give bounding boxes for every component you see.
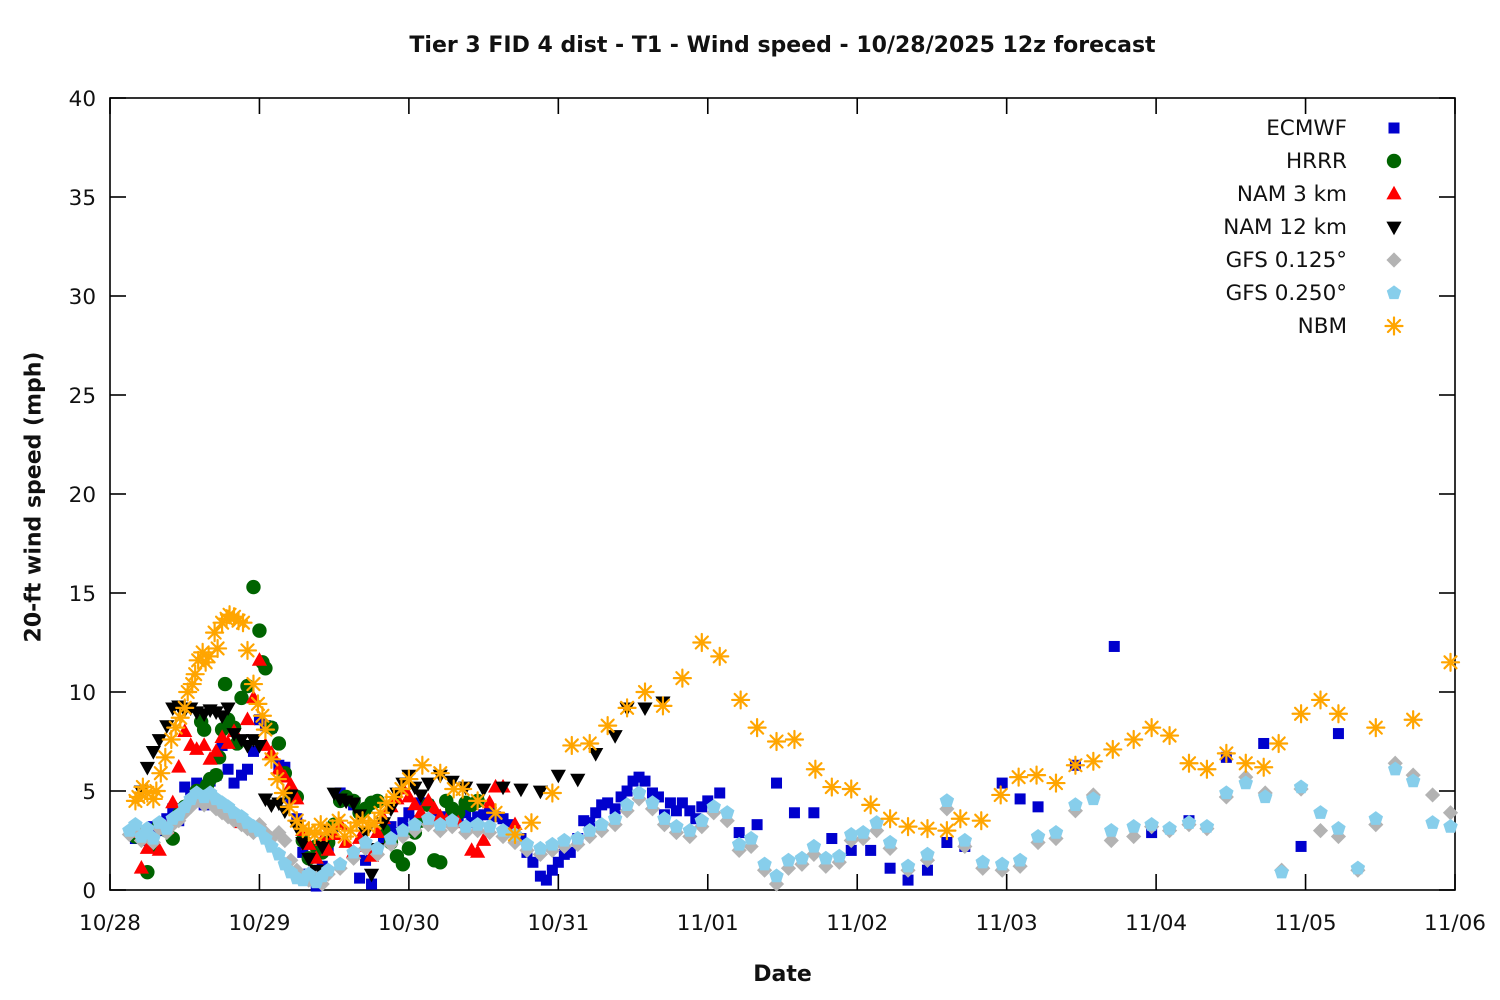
- svg-text:10/29: 10/29: [228, 911, 290, 936]
- svg-text:10/28: 10/28: [79, 911, 141, 936]
- legend-label-2: NAM 3 km: [1237, 182, 1347, 207]
- legend: ECMWF HRRR NAM 3 km NAM 12 km GFS 0.125° GFS …: [1223, 116, 1404, 339]
- svg-text:20: 20: [69, 483, 96, 508]
- svg-text:11/02: 11/02: [826, 911, 888, 936]
- svg-text:11/04: 11/04: [1125, 911, 1187, 936]
- legend-label-1: HRRR: [1286, 149, 1347, 174]
- series-gfs-0-250: [122, 761, 1458, 889]
- legend-label-4: GFS 0.125°: [1226, 248, 1347, 273]
- svg-text:11/01: 11/01: [677, 911, 739, 936]
- chart-title: Tier 3 FID 4 dist - T1 - Wind speed - 10…: [409, 33, 1156, 58]
- svg-text:5: 5: [82, 780, 96, 805]
- series-nam-12-km: [133, 696, 671, 883]
- svg-text:11/05: 11/05: [1275, 911, 1337, 936]
- svg-text:10: 10: [69, 681, 96, 706]
- svg-text:0: 0: [82, 879, 96, 904]
- svg-text:35: 35: [69, 186, 96, 211]
- svg-text:15: 15: [69, 582, 96, 607]
- series-nbm: [125, 605, 1461, 847]
- legend-label-0: ECMWF: [1266, 116, 1347, 141]
- svg-text:11/03: 11/03: [976, 911, 1038, 936]
- legend-label-5: GFS 0.250°: [1226, 281, 1347, 306]
- axis-ticks: [109, 97, 1456, 891]
- legend-label-3: NAM 12 km: [1223, 215, 1347, 240]
- svg-text:10/31: 10/31: [527, 911, 589, 936]
- legend-label-6: NBM: [1298, 314, 1347, 339]
- svg-text:30: 30: [69, 285, 96, 310]
- svg-text:10/30: 10/30: [378, 911, 440, 936]
- y-tick-labels: 0 5 10 15 20 25 30 35 40: [69, 87, 96, 904]
- svg-text:25: 25: [69, 384, 96, 409]
- x-tick-labels: 10/28 10/29 10/30 10/31 11/01 11/02 11/03 11/04…: [79, 911, 1486, 936]
- svg-text:11/06: 11/06: [1424, 911, 1486, 936]
- svg-text:40: 40: [69, 87, 96, 112]
- x-axis-label: Date: [753, 962, 812, 987]
